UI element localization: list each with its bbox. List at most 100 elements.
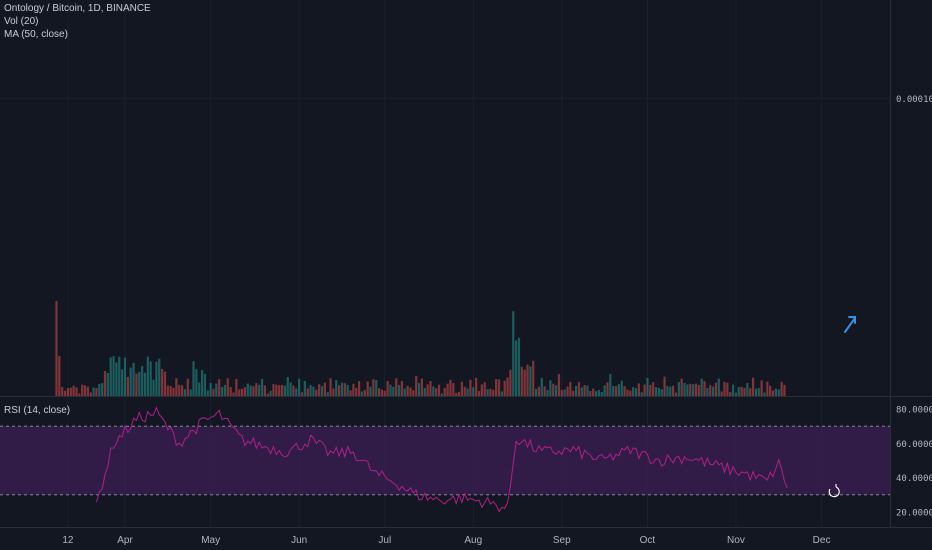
volume-bar <box>375 379 378 396</box>
volume-bar <box>743 387 746 396</box>
volume-bar <box>357 381 361 396</box>
up-arrow-annotation[interactable] <box>844 316 856 333</box>
volume-bar <box>540 377 543 396</box>
volume-bar <box>609 374 612 396</box>
volume-bar <box>771 390 775 396</box>
volume-bar <box>109 357 112 396</box>
price-axis[interactable]: 0.0001000 <box>896 95 932 105</box>
volume-bar <box>529 366 532 396</box>
volume-bar <box>709 385 712 396</box>
volume-indicator-label[interactable]: Vol (20) <box>4 16 39 27</box>
volume-bar <box>657 387 660 396</box>
volume-bar <box>723 381 726 396</box>
volume-bar <box>597 389 601 396</box>
volume-bar <box>637 383 640 396</box>
volume-bar <box>463 386 466 396</box>
volume-bar <box>306 388 309 396</box>
rsi-indicator-label[interactable]: RSI (14, close) <box>4 405 71 416</box>
volume-bar <box>680 378 683 396</box>
volume-bar <box>395 378 398 396</box>
volume-bar <box>135 373 138 396</box>
volume-bar <box>258 384 261 396</box>
volume-bar <box>731 384 735 396</box>
volume-bar <box>229 387 232 396</box>
volume-bar <box>275 384 278 396</box>
volume-bar <box>406 385 409 396</box>
volume-series <box>55 301 786 396</box>
volume-bar <box>549 380 552 396</box>
ma-indicator-label[interactable]: MA (50, close) <box>4 29 68 40</box>
volume-bar <box>594 391 598 396</box>
volume-bar <box>189 389 192 396</box>
volume-bar <box>694 383 698 396</box>
volume-bar <box>757 388 760 396</box>
volume-bar <box>457 391 461 396</box>
volume-bar <box>440 393 443 396</box>
volume-bar <box>166 385 169 396</box>
volume-bar <box>686 384 689 396</box>
volume-bar <box>206 390 209 396</box>
volume-bar <box>343 383 346 396</box>
volume-bar <box>203 373 207 396</box>
volume-bar <box>266 393 269 396</box>
rsi-circle-annotation[interactable] <box>828 484 840 498</box>
volume-bar <box>612 385 615 396</box>
volume-bar <box>141 366 144 396</box>
volume-bar <box>426 384 429 396</box>
volume-bar <box>751 377 755 396</box>
rsi-line[interactable] <box>96 406 788 513</box>
volume-bar <box>180 385 184 396</box>
symbol-title[interactable]: Ontology / Bitcoin, 1D, BINANCE <box>4 3 151 14</box>
volume-bar <box>260 378 264 396</box>
time-axis-label: May <box>201 535 220 546</box>
volume-bar <box>654 387 658 396</box>
volume-bar <box>423 388 426 396</box>
volume-bar <box>543 386 546 396</box>
volume-bar <box>515 340 518 396</box>
volume-bar <box>632 387 635 396</box>
volume-bar <box>215 383 218 396</box>
volume-bar <box>198 382 201 396</box>
volume-bar <box>86 386 89 396</box>
volume-bar <box>692 384 695 396</box>
volume-bar <box>106 372 109 396</box>
time-axis[interactable]: 12 Apr May Jun Jul Aug Sep Oct Nov Dec <box>62 535 830 546</box>
volume-bar <box>372 379 375 396</box>
volume-bar <box>95 388 98 396</box>
volume-bar <box>200 370 204 396</box>
time-axis-label: Aug <box>464 535 482 546</box>
volume-bar <box>554 385 558 396</box>
time-axis-label: Jul <box>378 535 391 546</box>
rsi-axis[interactable]: 20.0000 40.0000 60.0000 80.0000 <box>896 406 932 519</box>
volume-bar <box>286 377 289 396</box>
volume-bar <box>506 377 509 396</box>
volume-bar <box>495 379 498 396</box>
volume-bar <box>326 392 329 396</box>
volume-bar <box>777 389 780 396</box>
volume-bar <box>523 369 526 396</box>
volume-bar <box>89 392 92 396</box>
volume-bar <box>98 384 101 396</box>
volume-bar <box>603 385 606 396</box>
chart-legend: Ontology / Bitcoin, 1D, BINANCE Vol (20)… <box>4 2 151 41</box>
volume-bar <box>443 387 446 396</box>
volume-bar <box>155 361 158 396</box>
volume-bar <box>386 380 389 396</box>
volume-bar <box>377 388 381 396</box>
rsi-legend: RSI (14, close) <box>4 404 70 417</box>
rsi-axis-label: 20.0000 <box>896 509 932 519</box>
time-axis-label: Jun <box>291 535 307 546</box>
volume-bar <box>389 384 392 396</box>
volume-bar <box>380 389 384 396</box>
volume-bar <box>403 388 406 396</box>
volume-bar <box>329 378 332 396</box>
rsi-pane <box>0 406 890 513</box>
volume-bar <box>292 385 295 396</box>
volume-bar <box>363 389 366 396</box>
volume-bar <box>420 378 424 396</box>
volume-bar <box>437 384 441 396</box>
volume-bar <box>749 388 752 396</box>
volume-bar <box>223 384 227 396</box>
volume-bar <box>78 393 81 396</box>
